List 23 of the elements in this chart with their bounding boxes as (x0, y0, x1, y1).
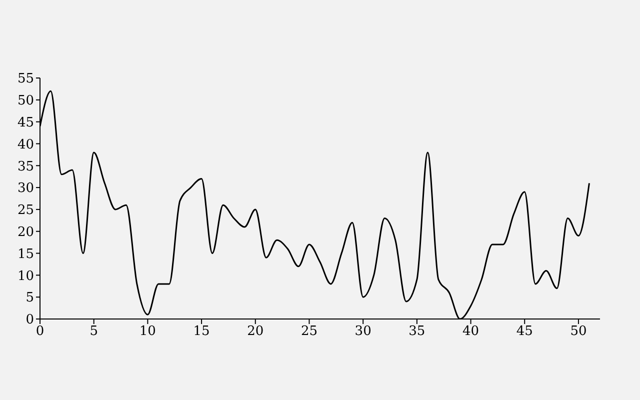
y-tick-label: 20 (17, 224, 34, 240)
x-tick-label: 40 (462, 324, 480, 340)
x-tick-label: 25 (300, 324, 318, 340)
x-tick-label: 15 (193, 324, 210, 340)
y-tick-label: 5 (26, 290, 34, 306)
y-tick-label: 30 (17, 181, 34, 196)
y-tick-label: 35 (17, 159, 34, 174)
y-tick-label: 15 (17, 246, 34, 262)
y-tick-label: 10 (17, 268, 34, 284)
x-tick-label: 30 (354, 324, 372, 340)
y-tick-label: 0 (26, 312, 34, 328)
y-tick-label: 55 (17, 72, 34, 87)
y-tick-label: 45 (17, 115, 34, 130)
y-tick-label: 50 (17, 94, 34, 109)
x-tick-label: 50 (570, 324, 587, 340)
x-tick-label: 10 (139, 324, 156, 340)
x-tick-label: 20 (247, 324, 264, 340)
x-tick-label: 35 (408, 324, 426, 340)
y-tick-label: 40 (17, 137, 34, 152)
x-tick-label: 0 (36, 324, 44, 340)
y-tick-label: 25 (17, 203, 34, 218)
x-tick-label: 45 (516, 324, 533, 340)
x-tick-label: 5 (90, 324, 98, 340)
